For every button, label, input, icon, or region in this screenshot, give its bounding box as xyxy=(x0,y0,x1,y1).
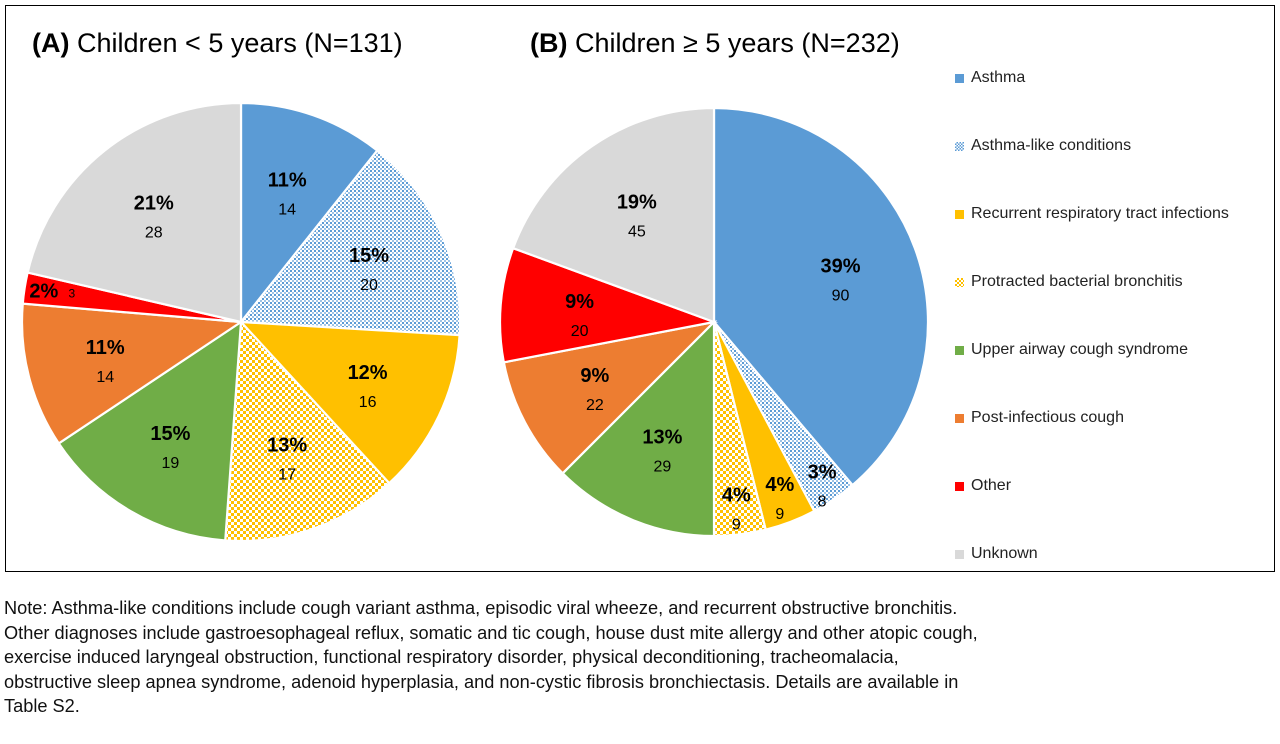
pie-b-count-label: 90 xyxy=(832,288,850,305)
figure-frame: 11% 14 15% 20 12% 16 13% 17 15% 19 11% 14 2% 3 21% 28 3… xyxy=(5,5,1275,572)
pie-b-percent-label: 9% xyxy=(580,365,609,387)
pie-b-percent-label: 3% xyxy=(808,461,837,483)
legend-swatch xyxy=(955,549,964,559)
pie-a-percent-label: 15% xyxy=(349,245,389,267)
legend-item-unknown: Unknown xyxy=(955,544,1038,564)
note-line: Table S2. xyxy=(4,696,80,717)
chart-title-a: (A) Children < 5 years (N=131) xyxy=(32,28,403,59)
pie-a-count-label: 20 xyxy=(360,277,378,294)
pie-b-slice-other xyxy=(498,246,719,364)
pie-a-count-label: 17 xyxy=(278,466,296,483)
pie-a-percent-label: 15% xyxy=(150,423,190,445)
pie-b-percent-label: 4% xyxy=(765,474,794,496)
pie-b-slice-asthma xyxy=(712,106,930,487)
pie-a-slice-asthma-like-conditions xyxy=(238,149,462,337)
chart-title-b: (B) Children ≥ 5 years (N=232) xyxy=(530,28,900,59)
note: Note: Asthma-like conditions include cou… xyxy=(4,596,1244,719)
pie-a-count-label: 14 xyxy=(96,369,114,386)
pie-b-percent-label: 9% xyxy=(565,291,594,313)
pie-b-count-label: 22 xyxy=(586,397,604,414)
pie-a-slice-upper-airway-cough-syndrome xyxy=(57,319,243,542)
pie-a-count-label: 14 xyxy=(278,202,296,219)
legend-item-asthma-like-conditions: Asthma-like conditions xyxy=(955,136,1131,156)
pie-b-slice-upper-airway-cough-syndrome xyxy=(561,319,716,538)
legend-label: Asthma xyxy=(971,69,1026,86)
chart-title-b-text: Children ≥ 5 years (N=232) xyxy=(575,28,900,58)
legend-item-upper-airway-cough-syndrome: Upper airway cough syndrome xyxy=(955,340,1188,360)
pie-a-count-label: 3 xyxy=(68,286,75,300)
note-line: Note: Asthma-like conditions include cou… xyxy=(4,598,958,618)
pie-b-count-label: 9 xyxy=(775,506,784,523)
legend-label: Upper airway cough syndrome xyxy=(971,341,1188,358)
pie-b-count-label: 29 xyxy=(654,459,672,476)
pie-b-count-label: 9 xyxy=(732,517,741,534)
pie-chart-b: 39% 90 3% 8 4% 9 4% 9 13% 29 9% 22 9% 20 19% 45 xyxy=(498,106,930,538)
legend-item-asthma: Asthma xyxy=(955,68,1025,88)
pie-b-percent-label: 39% xyxy=(821,256,861,278)
legend-item-recurrent-respiratory-tract-infections: Recurrent respiratory tract infections xyxy=(955,204,1229,224)
pie-b-count-label: 8 xyxy=(818,493,827,510)
pie-a-slice-post-infectious-cough xyxy=(20,302,245,445)
pie-a-percent-label: 13% xyxy=(267,434,307,456)
legend-swatch xyxy=(955,73,964,83)
pie-a-count-label: 28 xyxy=(145,224,163,241)
pie-charts: 11% 14 15% 20 12% 16 13% 17 15% 19 11% 14 2% 3 21% 28 3… xyxy=(20,101,930,543)
legend-swatch xyxy=(955,345,964,355)
pie-a-count-label: 19 xyxy=(162,455,180,472)
pie-a-slice-protracted-bacterial-bronchitis xyxy=(224,319,391,543)
pie-a-percent-label: 11% xyxy=(268,170,307,192)
pie-b-slice-unknown xyxy=(511,106,716,324)
pie-a-percent-label: 11% xyxy=(86,337,125,359)
pie-b-percent-label: 19% xyxy=(617,191,657,213)
note-line: obstructive sleep apnea syndrome, adenoi… xyxy=(4,671,959,692)
legend-label: Other xyxy=(971,477,1012,494)
pie-a-slice-asthma xyxy=(239,101,379,326)
legend-label: Recurrent respiratory tract infections xyxy=(971,205,1229,222)
pie-a-percent-label: 12% xyxy=(348,362,388,384)
pie-b-count-label: 45 xyxy=(628,223,646,240)
legend-label: Protracted bacterial bronchitis xyxy=(971,273,1183,290)
pie-a-percent-label: 2% xyxy=(29,280,58,302)
pie-a-count-label: 16 xyxy=(359,394,377,411)
note-line: Other diagnoses include gastroesophageal… xyxy=(4,622,978,643)
note-line: exercise induced laryngeal obstruction, … xyxy=(4,647,899,668)
legend-item-protracted-bacterial-bronchitis: Protracted bacterial bronchitis xyxy=(955,272,1183,292)
legend-swatch xyxy=(955,209,964,219)
pie-b-slice-post-infectious-cough xyxy=(502,320,718,475)
legend-swatch xyxy=(955,277,964,287)
pie-a-slice-recurrent-respiratory-tract-infections xyxy=(238,320,461,485)
pie-b-percent-label: 4% xyxy=(722,485,751,507)
legend-swatch xyxy=(955,141,964,151)
legend-swatch xyxy=(955,481,964,491)
legend-label: Asthma-like conditions xyxy=(971,137,1132,154)
legend-item-post-infectious-cough: Post-infectious cough xyxy=(955,408,1124,428)
legend-label: Post-infectious cough xyxy=(971,409,1124,426)
legend-item-other: Other xyxy=(955,476,1011,496)
legend-label: Unknown xyxy=(971,545,1038,562)
pie-b-count-label: 20 xyxy=(571,323,589,340)
pie-a-slice-unknown xyxy=(26,101,243,324)
pie-a-percent-label: 21% xyxy=(134,192,174,214)
pie-chart-a: 11% 14 15% 20 12% 16 13% 17 15% 19 11% 14 2% 3 21% 28 xyxy=(20,101,462,543)
chart-title-a-text: Children < 5 years (N=131) xyxy=(77,28,403,58)
pie-b-percent-label: 13% xyxy=(642,427,682,449)
chart-title-b-prefix: (B) xyxy=(530,28,568,58)
chart-title-a-prefix: (A) xyxy=(32,28,70,58)
legend-swatch xyxy=(955,413,964,423)
